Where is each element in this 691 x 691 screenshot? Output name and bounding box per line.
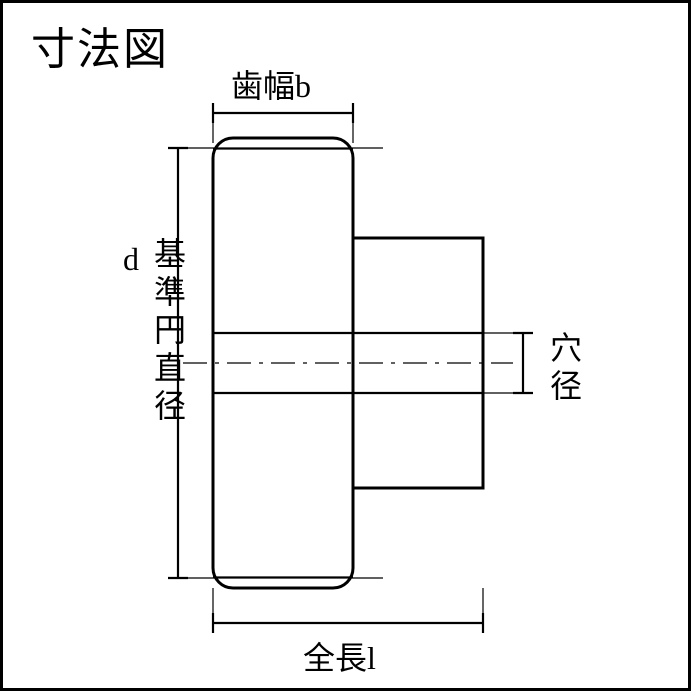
- tooth-width-label: 歯幅b: [231, 61, 311, 107]
- pitch-diameter-symbol: d: [123, 241, 145, 278]
- drawing-area: 歯幅b 基準円直径 d 穴径 全長l: [83, 93, 623, 653]
- diagram-title: 寸法図: [31, 13, 169, 77]
- pitch-diameter-label: 基準円直径 d: [123, 237, 191, 427]
- diagram-frame: 寸法図: [0, 0, 691, 691]
- total-length-label: 全長l: [303, 633, 376, 679]
- pitch-diameter-text: 基準円直径: [150, 237, 186, 427]
- bore-label: 穴径: [541, 331, 587, 407]
